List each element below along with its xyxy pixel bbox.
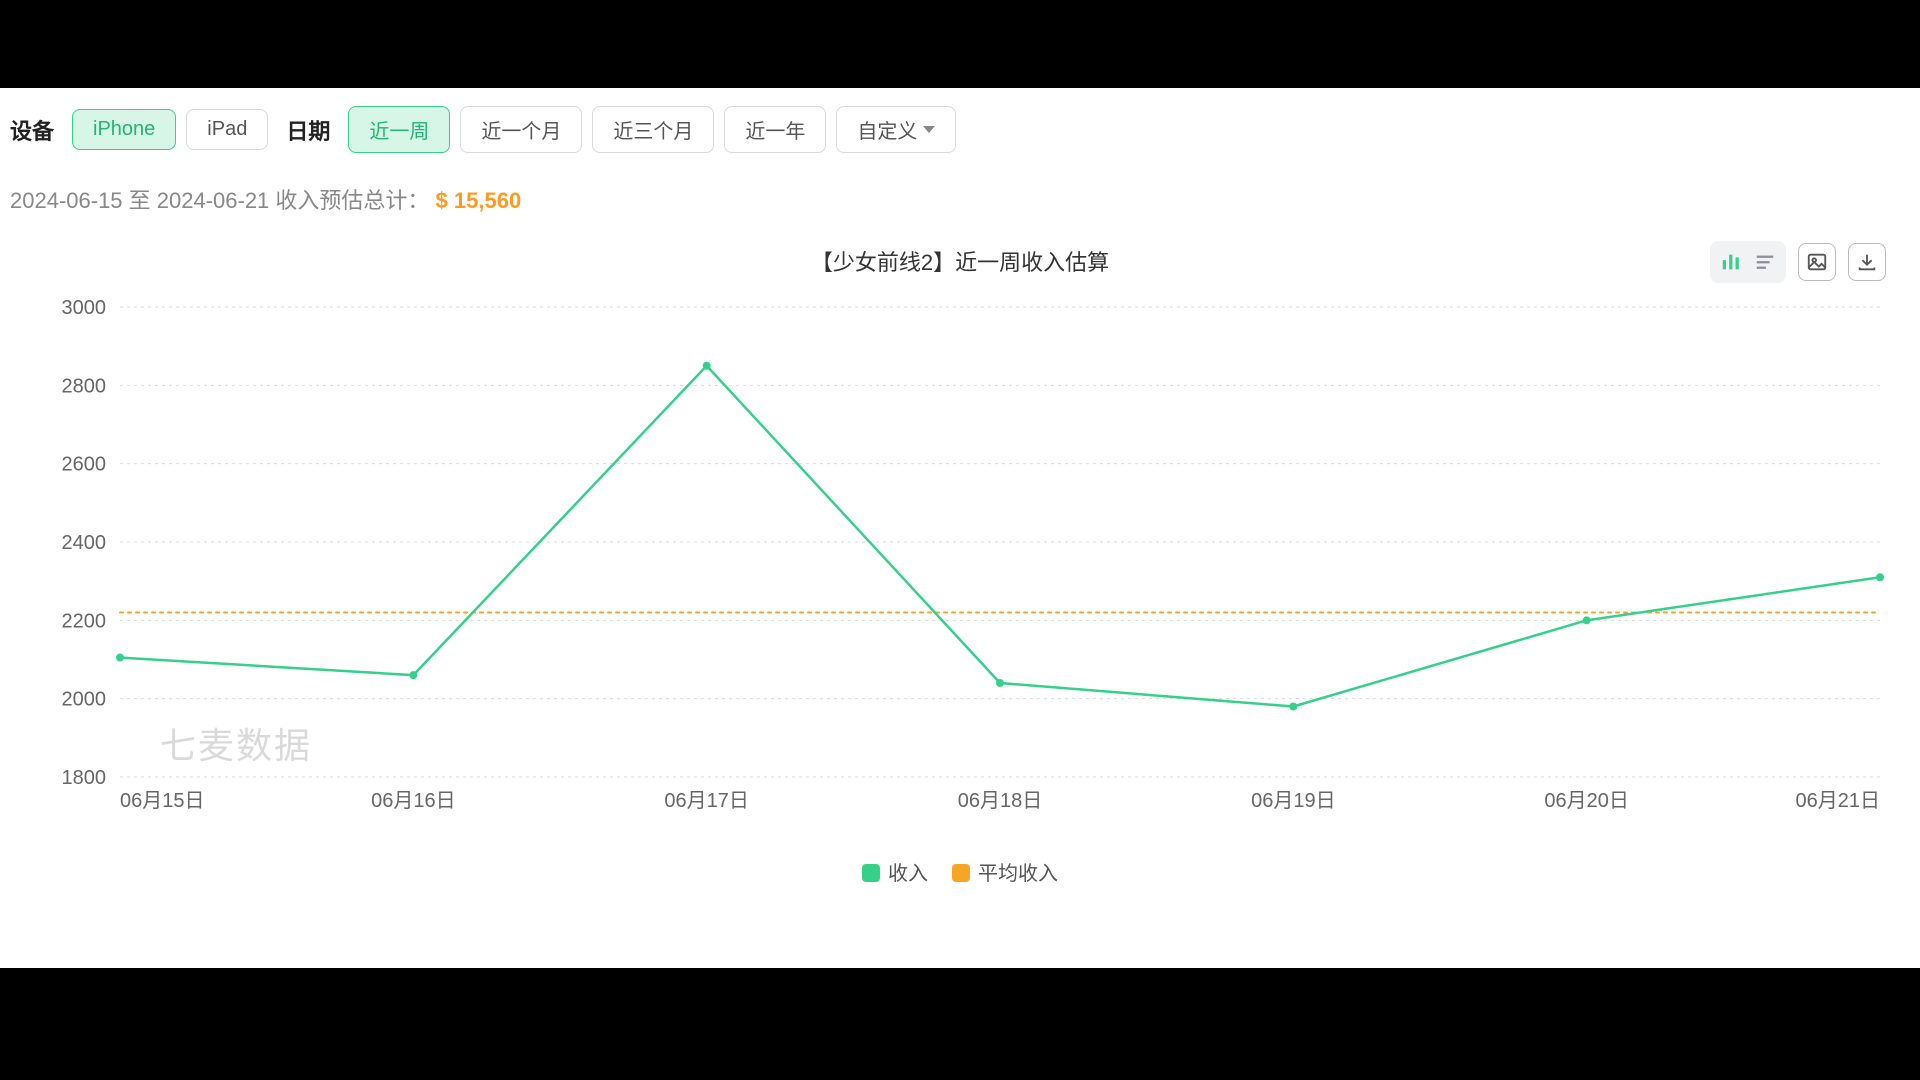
legend-item-0[interactable]: 收入 [862,857,928,886]
svg-text:1800: 1800 [62,767,107,789]
bar-view-icon[interactable] [1714,245,1748,279]
main-panel: 设备 iPhoneiPad 日期 近一周近一个月近三个月近一年自定义 2024-… [0,88,1920,968]
svg-text:06月20日: 06月20日 [1544,790,1629,812]
summary-line: 2024-06-15 至 2024-06-21 收入预估总计： $ 15,560 [10,183,1910,215]
summary-amount: $ 15,560 [436,188,522,213]
chart-title: 【少女前线2】近一周收入估算 [10,245,1910,277]
chart-toolbar [1710,241,1886,283]
svg-text:2000: 2000 [62,689,107,711]
stage: 设备 iPhoneiPad 日期 近一周近一个月近三个月近一年自定义 2024-… [0,0,1920,1080]
range-button-3[interactable]: 近一年 [724,106,826,153]
range-buttons: 近一周近一个月近三个月近一年自定义 [348,106,956,153]
legend-item-1[interactable]: 平均收入 [952,857,1058,886]
view-toggle [1710,241,1786,283]
watermark: 七麦数据 [160,717,312,769]
image-export-icon[interactable] [1798,243,1836,281]
legend-swatch [862,864,880,882]
date-label: 日期 [286,114,330,146]
svg-text:06月18日: 06月18日 [958,790,1043,812]
legend-swatch [952,864,970,882]
svg-text:06月15日: 06月15日 [120,790,205,812]
svg-text:3000: 3000 [62,297,107,319]
device-label: 设备 [10,114,54,146]
list-view-icon[interactable] [1748,245,1782,279]
legend-label: 收入 [888,863,928,885]
device-button-iphone[interactable]: iPhone [72,109,176,150]
device-button-ipad[interactable]: iPad [186,109,268,150]
legend: 收入 平均收入 [10,857,1910,886]
svg-text:06月19日: 06月19日 [1251,790,1336,812]
legend-label: 平均收入 [978,863,1058,885]
range-button-4[interactable]: 自定义 [836,106,956,153]
range-button-0[interactable]: 近一周 [348,106,450,153]
chevron-down-icon [923,126,935,133]
range-button-2[interactable]: 近三个月 [592,106,714,153]
svg-text:06月16日: 06月16日 [371,790,456,812]
summary-prefix: 2024-06-15 至 2024-06-21 收入预估总计： [10,188,429,213]
device-buttons: iPhoneiPad [72,109,268,150]
range-button-1[interactable]: 近一个月 [460,106,582,153]
svg-text:06月17日: 06月17日 [664,790,749,812]
svg-text:2200: 2200 [62,610,107,632]
svg-text:2600: 2600 [62,454,107,476]
svg-text:2400: 2400 [62,532,107,554]
download-icon[interactable] [1848,243,1886,281]
filter-bar: 设备 iPhoneiPad 日期 近一周近一个月近三个月近一年自定义 [10,106,1910,153]
svg-text:06月21日: 06月21日 [1796,790,1881,812]
chart-area: 【少女前线2】近一周收入估算 1800 2000 [10,245,1910,886]
plot: 1800 2000 2200 2400 2600 2800 3000 06月15日 06月16日… [10,287,1910,827]
svg-text:2800: 2800 [62,375,107,397]
